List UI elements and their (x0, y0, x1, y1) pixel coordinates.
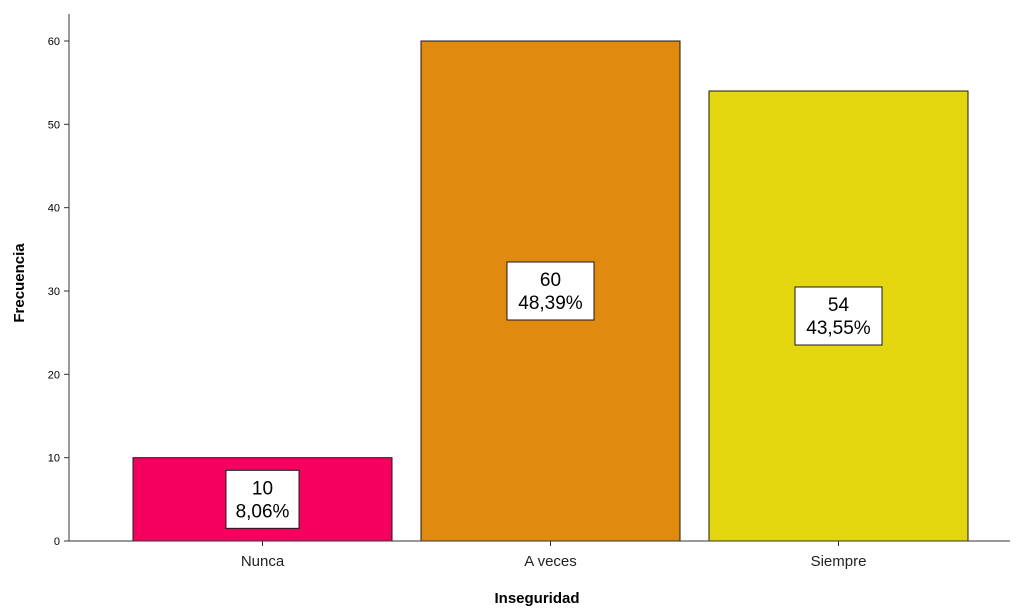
data-label-percent: 43,55% (806, 318, 871, 339)
y-ticks: 0 10 20 30 40 50 60 (48, 36, 69, 548)
y-tick-label: 20 (48, 369, 60, 381)
x-category-labels: Nunca A veces Siempre (241, 541, 867, 570)
y-axis-title: Frecuencia (11, 243, 28, 323)
data-label-box (794, 286, 883, 346)
data-label-box (225, 469, 300, 529)
data-label-box (506, 261, 595, 321)
data-label-count: 60 (540, 270, 561, 291)
y-tick-label: 10 (48, 453, 60, 465)
x-category-label: Nunca (241, 553, 285, 570)
x-category-label: Siempre (811, 553, 867, 570)
x-axis-title: Inseguridad (494, 590, 579, 607)
data-label-count: 54 (828, 295, 850, 316)
data-label-count: 10 (252, 478, 273, 499)
x-category-label: A veces (524, 553, 577, 570)
data-label-percent: 8,06% (236, 501, 290, 522)
y-tick-label: 30 (48, 286, 60, 298)
y-tick-label: 50 (48, 119, 60, 131)
y-tick-label: 0 (54, 536, 60, 548)
y-tick-label: 60 (48, 36, 60, 48)
y-tick-label: 40 (48, 203, 60, 215)
axes-layer (68, 14, 1010, 542)
data-label-percent: 48,39% (518, 293, 583, 314)
